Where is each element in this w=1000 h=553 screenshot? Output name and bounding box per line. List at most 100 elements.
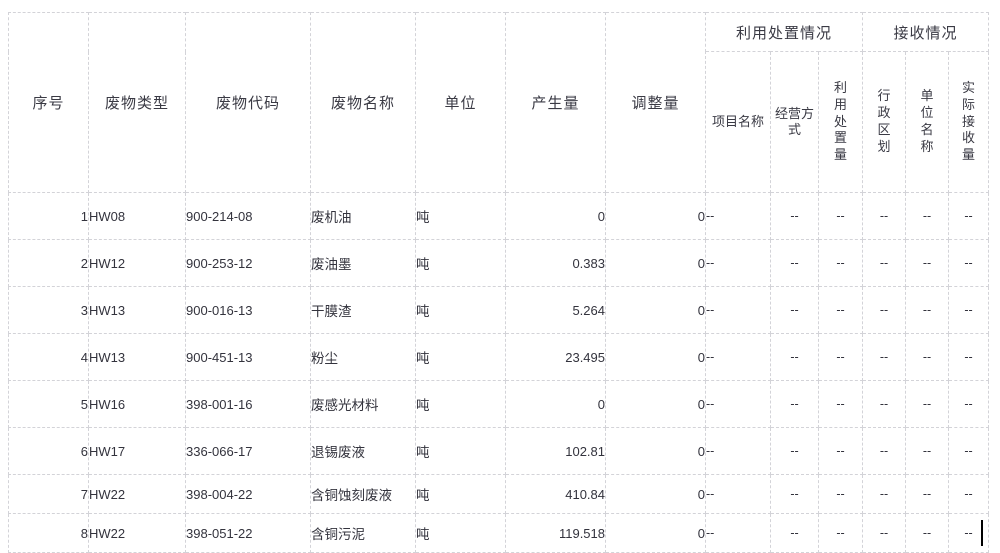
cell-actual-received[interactable]: --	[948, 474, 990, 514]
cell-waste-code[interactable]: 900-253-12	[185, 239, 311, 287]
header-cell-adjusted-amount[interactable]: 调整量	[605, 12, 706, 193]
cell-generated-amount[interactable]: 0.383	[505, 239, 606, 287]
cell-operation-mode[interactable]: --	[770, 239, 819, 287]
cell-admin-division[interactable]: --	[862, 427, 907, 475]
cell-operation-mode[interactable]: --	[770, 427, 819, 475]
cell-project-name[interactable]: --	[705, 333, 771, 381]
cell-waste-code[interactable]: 336-066-17	[185, 427, 311, 475]
cell-waste-type[interactable]: HW17	[88, 427, 186, 475]
cell-unit[interactable]: 吨	[415, 239, 506, 287]
cell-actual-received[interactable]: --	[948, 286, 990, 334]
cell-waste-name[interactable]: 含铜蚀刻废液	[310, 474, 416, 514]
cell-waste-name[interactable]: 废油墨	[310, 239, 416, 287]
cell-waste-type[interactable]: HW13	[88, 286, 186, 334]
cell-actual-received[interactable]: --	[948, 192, 990, 240]
cell-disposal-amount[interactable]: --	[817, 427, 864, 475]
cell-disposal-amount[interactable]: --	[817, 380, 864, 428]
cell-operation-mode[interactable]: --	[770, 513, 819, 553]
cell-index[interactable]: 3	[8, 286, 89, 334]
cell-waste-type[interactable]: HW13	[88, 333, 186, 381]
cell-waste-code[interactable]: 398-001-16	[185, 380, 311, 428]
cell-unit-name[interactable]: --	[905, 192, 950, 240]
cell-project-name[interactable]: --	[705, 380, 771, 428]
cell-waste-name[interactable]: 退锡废液	[310, 427, 416, 475]
cell-project-name[interactable]: --	[705, 513, 771, 553]
cell-disposal-amount[interactable]: --	[817, 239, 864, 287]
cell-adjusted-amount[interactable]: 0	[605, 513, 706, 553]
cell-actual-received[interactable]: --	[948, 333, 990, 381]
cell-generated-amount[interactable]: 5.264	[505, 286, 606, 334]
cell-waste-type[interactable]: HW16	[88, 380, 186, 428]
cell-adjusted-amount[interactable]: 0	[605, 380, 706, 428]
cell-waste-name[interactable]: 粉尘	[310, 333, 416, 381]
cell-operation-mode[interactable]: --	[770, 286, 819, 334]
cell-index[interactable]: 5	[8, 380, 89, 428]
cell-actual-received[interactable]: --	[948, 239, 990, 287]
cell-admin-division[interactable]: --	[862, 192, 907, 240]
header-cell-disposal-amount[interactable]: 利用处置量	[817, 51, 864, 193]
cell-actual-received[interactable]: --	[948, 380, 990, 428]
cell-waste-code[interactable]: 900-016-13	[185, 286, 311, 334]
cell-waste-type[interactable]: HW22	[88, 513, 186, 553]
header-cell-operation-mode[interactable]: 经营方式	[770, 51, 819, 193]
cell-disposal-amount[interactable]: --	[817, 474, 864, 514]
cell-unit[interactable]: 吨	[415, 286, 506, 334]
cell-admin-division[interactable]: --	[862, 474, 907, 514]
cell-admin-division[interactable]: --	[862, 286, 907, 334]
cell-adjusted-amount[interactable]: 0	[605, 333, 706, 381]
cell-project-name[interactable]: --	[705, 286, 771, 334]
cell-unit[interactable]: 吨	[415, 333, 506, 381]
cell-unit-name[interactable]: --	[905, 286, 950, 334]
cell-disposal-amount[interactable]: --	[817, 513, 864, 553]
cell-index[interactable]: 7	[8, 474, 89, 514]
cell-waste-name[interactable]: 含铜污泥	[310, 513, 416, 553]
header-cell-waste-type[interactable]: 废物类型	[88, 12, 186, 193]
header-group-receiving[interactable]: 接收情况	[862, 12, 990, 52]
header-cell-waste-name[interactable]: 废物名称	[310, 12, 416, 193]
cell-disposal-amount[interactable]: --	[817, 286, 864, 334]
cell-waste-name[interactable]: 废机油	[310, 192, 416, 240]
cell-unit[interactable]: 吨	[415, 513, 506, 553]
cell-waste-type[interactable]: HW08	[88, 192, 186, 240]
cell-project-name[interactable]: --	[705, 239, 771, 287]
header-cell-waste-code[interactable]: 废物代码	[185, 12, 311, 193]
table-row[interactable]: 3 HW13 900-016-13 干膜渣吨 5.264 0 -- -- -- -- -- --	[8, 286, 990, 334]
cell-operation-mode[interactable]: --	[770, 192, 819, 240]
cell-project-name[interactable]: --	[705, 192, 771, 240]
table-row[interactable]: 6 HW17 336-066-17 退锡废液吨 102.81 0 -- -- -- -- -- --	[8, 427, 990, 475]
cell-index[interactable]: 6	[8, 427, 89, 475]
cell-operation-mode[interactable]: --	[770, 380, 819, 428]
cell-project-name[interactable]: --	[705, 474, 771, 514]
header-cell-generated-amount[interactable]: 产生量	[505, 12, 606, 193]
cell-waste-type[interactable]: HW12	[88, 239, 186, 287]
cell-adjusted-amount[interactable]: 0	[605, 239, 706, 287]
cell-admin-division[interactable]: --	[862, 239, 907, 287]
cell-unit-name[interactable]: --	[905, 380, 950, 428]
table-row[interactable]: 8 HW22 398-051-22 含铜污泥吨 119.518 0 -- -- -- -- -- --	[8, 513, 990, 553]
cell-disposal-amount[interactable]: --	[817, 333, 864, 381]
header-cell-project-name[interactable]: 项目名称	[705, 51, 771, 193]
cell-actual-received[interactable]: --	[948, 513, 990, 553]
header-cell-unit-name[interactable]: 单位名称	[905, 51, 950, 193]
cell-generated-amount[interactable]: 119.518	[505, 513, 606, 553]
cell-disposal-amount[interactable]: --	[817, 192, 864, 240]
cell-unit[interactable]: 吨	[415, 380, 506, 428]
cell-waste-code[interactable]: 398-051-22	[185, 513, 311, 553]
cell-waste-code[interactable]: 900-214-08	[185, 192, 311, 240]
cell-unit[interactable]: 吨	[415, 474, 506, 514]
cell-generated-amount[interactable]: 102.81	[505, 427, 606, 475]
cell-index[interactable]: 4	[8, 333, 89, 381]
cell-index[interactable]: 8	[8, 513, 89, 553]
cell-waste-type[interactable]: HW22	[88, 474, 186, 514]
header-cell-admin-division[interactable]: 行政区划	[862, 51, 907, 193]
cell-index[interactable]: 2	[8, 239, 89, 287]
cell-unit-name[interactable]: --	[905, 474, 950, 514]
table-row[interactable]: 4 HW13 900-451-13 粉尘吨 23.495 0 -- -- -- -- -- --	[8, 333, 990, 381]
cell-waste-name[interactable]: 干膜渣	[310, 286, 416, 334]
cell-operation-mode[interactable]: --	[770, 333, 819, 381]
cell-admin-division[interactable]: --	[862, 333, 907, 381]
table-row[interactable]: 1 HW08 900-214-08 废机油吨 0 0 -- -- -- -- -- --	[8, 192, 990, 240]
cell-adjusted-amount[interactable]: 0	[605, 474, 706, 514]
table-row[interactable]: 5 HW16 398-001-16 废感光材料吨 0 0 -- -- -- -- -- --	[8, 380, 990, 428]
cell-waste-name[interactable]: 废感光材料	[310, 380, 416, 428]
